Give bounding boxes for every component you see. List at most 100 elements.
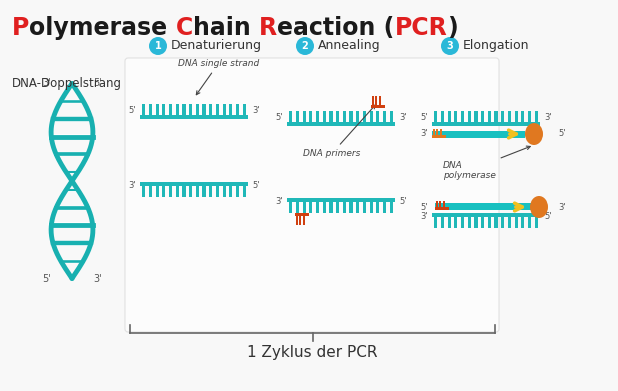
Bar <box>535 111 538 122</box>
Bar <box>323 111 326 122</box>
Bar <box>442 201 445 207</box>
Text: Denaturierung: Denaturierung <box>171 39 262 52</box>
Bar <box>236 186 239 197</box>
Bar <box>303 216 305 224</box>
Bar <box>229 186 232 197</box>
Bar <box>140 182 248 186</box>
Bar <box>363 111 366 122</box>
Bar <box>209 104 212 115</box>
Bar <box>481 111 484 122</box>
Bar <box>441 217 444 228</box>
Text: 3: 3 <box>447 41 454 51</box>
Bar <box>163 104 166 115</box>
Bar <box>494 111 497 122</box>
Bar <box>356 111 359 122</box>
Bar <box>376 202 379 213</box>
Text: 3': 3' <box>544 113 552 122</box>
Bar <box>203 104 206 115</box>
Bar <box>488 217 491 228</box>
Text: hain: hain <box>193 16 259 40</box>
Bar <box>182 186 185 197</box>
Text: 2: 2 <box>302 41 308 51</box>
Ellipse shape <box>530 196 548 218</box>
Bar <box>222 104 226 115</box>
Bar <box>370 202 373 213</box>
Bar <box>343 202 346 213</box>
Text: 3': 3' <box>252 106 260 115</box>
Bar <box>535 217 538 228</box>
Bar <box>468 111 471 122</box>
Bar <box>289 202 292 213</box>
Bar <box>323 202 326 213</box>
Text: 5': 5' <box>93 79 102 88</box>
Bar <box>371 97 374 105</box>
Bar <box>488 111 491 122</box>
Bar <box>350 111 353 122</box>
Bar <box>329 202 332 213</box>
Bar <box>521 217 524 228</box>
Bar <box>434 217 438 228</box>
Bar <box>432 131 525 138</box>
Bar <box>434 111 438 122</box>
Bar <box>156 104 159 115</box>
Text: 1: 1 <box>154 41 161 51</box>
Text: 5': 5' <box>129 106 136 115</box>
Text: olymerase: olymerase <box>30 16 176 40</box>
Circle shape <box>149 37 167 55</box>
Bar <box>528 217 531 228</box>
Bar <box>142 104 145 115</box>
Bar <box>454 111 457 122</box>
Bar <box>316 111 319 122</box>
Bar <box>432 135 446 138</box>
Bar <box>376 111 379 122</box>
Bar <box>441 111 444 122</box>
Bar <box>528 111 531 122</box>
Text: 5': 5' <box>276 113 283 122</box>
Bar <box>243 186 246 197</box>
Bar <box>149 104 152 115</box>
Bar <box>508 217 511 228</box>
Bar <box>447 217 451 228</box>
Ellipse shape <box>525 123 543 145</box>
Bar <box>363 202 366 213</box>
Bar <box>435 203 531 210</box>
Text: P: P <box>12 16 30 40</box>
Bar <box>310 202 313 213</box>
Bar <box>163 186 166 197</box>
Bar <box>216 104 219 115</box>
Text: R: R <box>259 16 277 40</box>
Bar <box>461 217 464 228</box>
Text: DNA single strand: DNA single strand <box>178 59 259 95</box>
Bar <box>156 186 159 197</box>
Text: 3': 3' <box>42 79 51 88</box>
Bar <box>196 186 199 197</box>
Bar <box>176 104 179 115</box>
Text: eaction (: eaction ( <box>277 16 394 40</box>
Bar <box>432 122 540 126</box>
Bar <box>176 186 179 197</box>
Text: 1 Zyklus der PCR: 1 Zyklus der PCR <box>247 345 378 360</box>
Text: 3': 3' <box>399 113 407 122</box>
Bar <box>216 186 219 197</box>
Bar <box>299 216 302 224</box>
Bar <box>432 213 540 217</box>
Bar <box>475 217 478 228</box>
Bar <box>169 186 172 197</box>
Bar <box>389 111 392 122</box>
Bar <box>454 217 457 228</box>
Text: C: C <box>176 16 193 40</box>
Bar <box>343 111 346 122</box>
Text: 5': 5' <box>252 181 260 190</box>
Bar <box>433 129 435 135</box>
Bar <box>475 111 478 122</box>
Text: DNA-Doppelstrang: DNA-Doppelstrang <box>12 77 122 90</box>
Bar <box>336 202 339 213</box>
Bar <box>287 122 395 126</box>
Text: 3': 3' <box>276 197 283 206</box>
Text: 5': 5' <box>420 113 428 122</box>
Text: Elongation: Elongation <box>463 39 530 52</box>
Bar <box>461 111 464 122</box>
Text: 5': 5' <box>42 273 51 283</box>
Bar <box>494 217 497 228</box>
Bar <box>182 104 185 115</box>
